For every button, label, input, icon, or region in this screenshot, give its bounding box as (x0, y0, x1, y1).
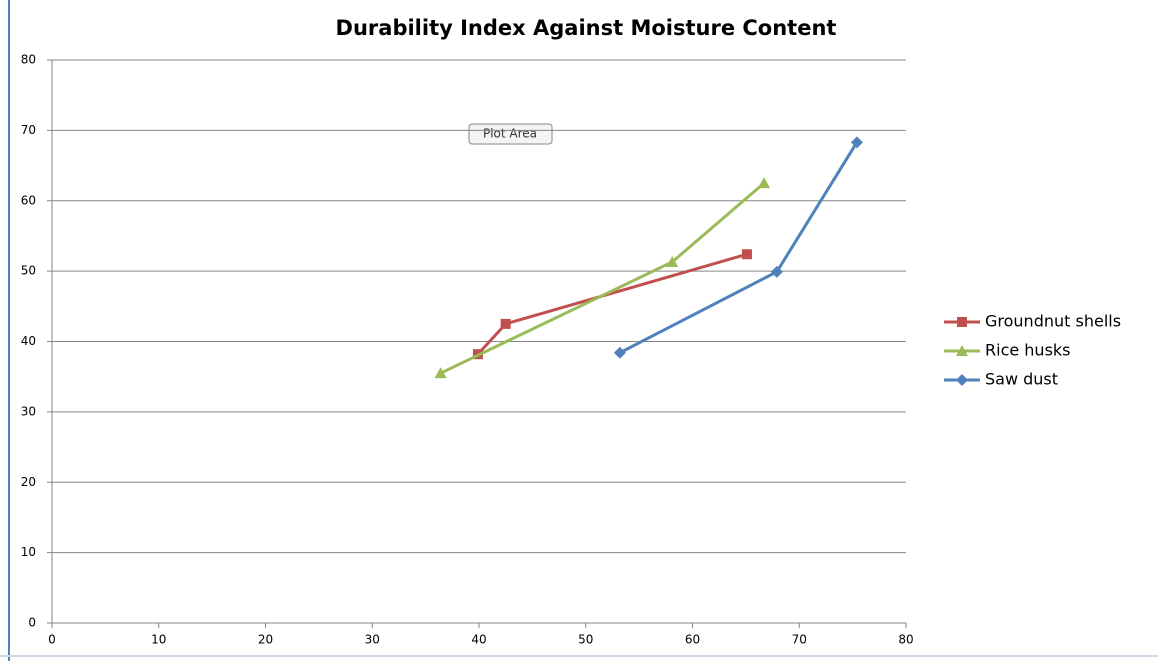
x-tick-label: 40 (471, 633, 486, 647)
x-tick-label: 60 (685, 633, 700, 647)
marker (956, 374, 968, 386)
marker (850, 136, 863, 149)
chart-title: Durability Index Against Moisture Conten… (336, 16, 837, 40)
x-tick-label: 70 (792, 633, 807, 647)
x-tick-label: 0 (48, 633, 56, 647)
x-tick-label: 30 (365, 633, 380, 647)
y-tick-label: 80 (21, 53, 36, 67)
y-tick-label: 40 (21, 334, 36, 348)
marker (434, 367, 447, 379)
marker (956, 345, 968, 356)
y-tick-label: 0 (28, 616, 36, 630)
marker (957, 317, 967, 327)
marker (666, 255, 679, 267)
legend-label: Groundnut shells (985, 312, 1121, 331)
legend-label: Saw dust (985, 370, 1058, 389)
marker (758, 177, 771, 189)
tooltip: Plot Area (468, 123, 553, 145)
marker (500, 318, 511, 329)
marker (613, 346, 626, 359)
x-tick-label: 10 (151, 633, 166, 647)
y-tick-label: 10 (21, 545, 36, 559)
marker (741, 249, 752, 260)
tooltip-box (468, 123, 553, 145)
marker (770, 265, 783, 278)
y-tick-label: 20 (21, 475, 36, 489)
y-tick-label: 30 (21, 404, 36, 418)
y-tick-label: 50 (21, 264, 36, 278)
x-tick-label: 80 (898, 633, 913, 647)
y-tick-label: 60 (21, 193, 36, 207)
tooltip-text: Plot Area (483, 127, 537, 141)
legend-label: Rice husks (985, 341, 1071, 360)
x-tick-label: 50 (578, 633, 593, 647)
x-tick-label: 20 (258, 633, 273, 647)
y-tick-label: 70 (21, 123, 36, 137)
